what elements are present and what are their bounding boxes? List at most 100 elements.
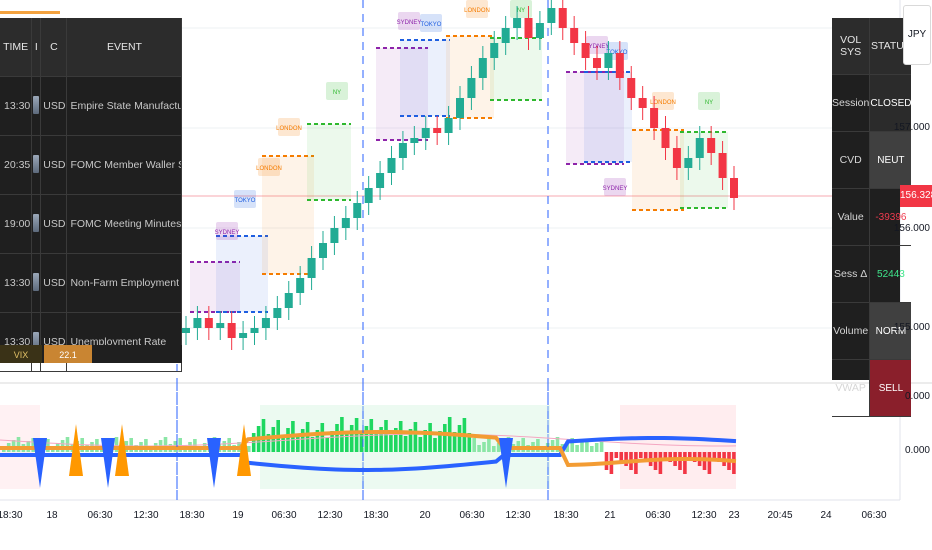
session-label-bg	[420, 14, 442, 32]
histogram-bar	[227, 438, 231, 452]
histogram-bar	[580, 442, 584, 452]
vol-sys-row: Volume NORM	[832, 302, 912, 360]
header-impact: I	[31, 18, 42, 77]
impact-icon	[31, 76, 42, 136]
candle-body	[638, 98, 647, 108]
histogram-bar	[492, 446, 496, 452]
histogram-bar	[590, 446, 594, 452]
candle-body	[421, 128, 430, 138]
histogram-bar	[443, 424, 447, 452]
histogram-bar	[594, 443, 599, 452]
time-label: 06:30	[459, 510, 485, 521]
footer-vix-value: 22.1	[44, 345, 92, 363]
histogram-bar	[472, 438, 476, 452]
candle-body	[433, 128, 442, 133]
histogram-bar	[374, 434, 378, 452]
histogram-bar	[335, 424, 339, 452]
session-delta-label: Sess Δ	[832, 245, 871, 303]
candle-body	[261, 318, 270, 328]
toggle-indicator[interactable]	[0, 11, 60, 14]
time-label: 12:30	[133, 510, 159, 521]
header-time: TIME	[0, 18, 33, 77]
candle-body	[353, 203, 362, 218]
histogram-bar	[521, 438, 525, 452]
time-label: 18	[46, 510, 58, 521]
candle-body	[296, 278, 305, 293]
candle-body	[467, 78, 476, 98]
histogram-bar	[364, 426, 369, 452]
session-delta-amount: 52443	[869, 245, 912, 303]
impact-icon	[31, 253, 42, 313]
histogram-bar	[163, 437, 168, 452]
session-status: CLOSED	[869, 74, 912, 132]
event-time: 13:30	[0, 253, 33, 313]
session-label-bg	[398, 12, 420, 30]
histogram-bar	[418, 437, 423, 452]
histogram-bar	[300, 429, 305, 452]
oscillator-label-mid: 0.000	[904, 445, 930, 456]
histogram-bar	[271, 427, 276, 452]
volume-label: Volume	[832, 302, 871, 360]
vol-sys-header: VOL SYS STATUS	[832, 18, 912, 75]
session-box	[262, 156, 314, 274]
histogram-bar	[129, 438, 133, 452]
session-box	[566, 72, 624, 164]
candle-body	[410, 138, 419, 143]
currency-selector[interactable]: JPY	[903, 5, 931, 65]
candle-body	[182, 328, 190, 333]
histogram-bar	[398, 421, 403, 452]
price-label-156: 156.000	[893, 223, 930, 234]
indicator-toggle-bar[interactable]	[0, 0, 182, 18]
histogram-bar	[31, 438, 35, 452]
candle-body	[284, 293, 293, 308]
session-label: Session	[832, 74, 871, 132]
session-label-bg	[586, 36, 608, 54]
session-label-bg	[652, 92, 674, 110]
candle-body	[456, 98, 464, 118]
histogram-bar	[305, 422, 310, 452]
histogram-bar	[717, 452, 721, 462]
histogram-bar	[624, 452, 628, 466]
histogram-bar	[354, 418, 359, 452]
session-box	[376, 48, 428, 140]
candle-body	[581, 43, 590, 58]
event-currency: USD	[40, 253, 68, 313]
histogram-bar	[408, 429, 413, 452]
cvd-status: NEUT	[869, 131, 912, 189]
event-time: 13:30	[0, 76, 33, 136]
sell-signal-marker	[101, 438, 115, 488]
event-currency: USD	[40, 76, 68, 136]
histogram-bar	[261, 419, 266, 452]
calendar-row: 19:00 USD FOMC Meeting Minutes	[0, 194, 183, 254]
histogram-bar	[403, 436, 408, 452]
vwap-label: VWAP	[832, 359, 871, 417]
session-label: NY	[333, 90, 341, 96]
candle-body	[672, 148, 681, 168]
sell-signal-marker	[207, 438, 221, 488]
histogram-bar	[692, 452, 697, 462]
histogram-bar	[114, 437, 119, 452]
calendar-table: TIME I C EVENT 13:30 USD Empire State Ma…	[0, 18, 183, 372]
impact-icon	[31, 194, 42, 254]
candle-body	[604, 53, 613, 68]
time-label: 06:30	[861, 510, 887, 521]
current-price-label: 156.328	[900, 185, 932, 207]
histogram-bar	[296, 436, 300, 452]
candle-body	[307, 258, 316, 278]
session-label-bg	[604, 178, 626, 196]
candle-body	[364, 188, 373, 203]
candle-body	[501, 28, 510, 43]
histogram-bar	[394, 428, 398, 452]
calendar-row: 20:35 USD FOMC Member Waller Speaks	[0, 135, 183, 195]
histogram-bar	[247, 446, 251, 452]
candle-body	[684, 158, 693, 168]
histogram-bar	[16, 437, 21, 452]
histogram-bar	[585, 439, 589, 452]
candle-body	[398, 143, 407, 158]
session-label-bg	[466, 0, 488, 18]
candle-body	[250, 328, 259, 333]
candle-body	[216, 323, 225, 328]
event-name: Empire State Manufacturing Index	[66, 76, 183, 136]
session-label-bg	[278, 118, 300, 136]
